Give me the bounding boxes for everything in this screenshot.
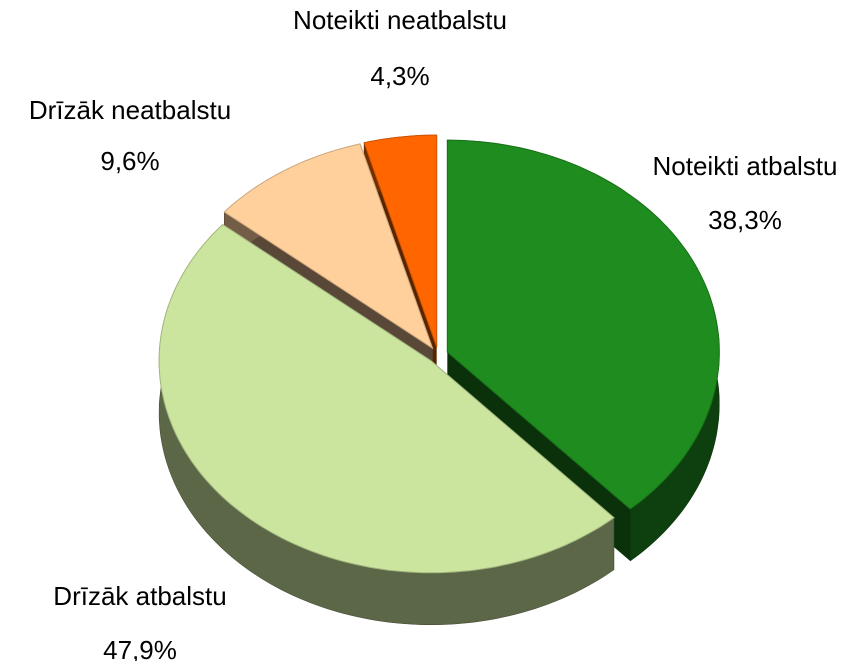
slice-label: Noteikti neatbalstu [293,5,507,35]
slice [363,134,438,348]
slice-label: Noteikti atbalstu [653,151,838,181]
slice-value-label: 38,3% [708,205,782,235]
slice-value-label: 4,3% [370,61,429,91]
slice-value-label: 47,9% [103,635,177,661]
slice [446,139,720,510]
slice [223,143,434,350]
slice-label: Drīzāk atbalstu [53,581,226,611]
slice-label: Drīzāk neatbalstu [29,95,231,125]
slice-value-label: 9,6% [100,146,159,176]
slice [158,223,615,574]
pie-tops [158,134,720,574]
